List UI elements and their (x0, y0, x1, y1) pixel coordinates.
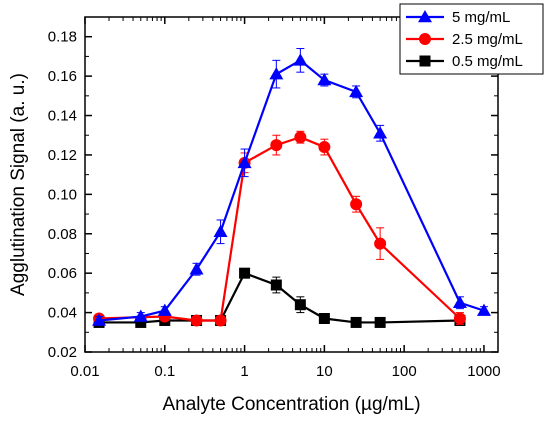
data-point (374, 237, 387, 250)
data-point (453, 312, 466, 325)
legend-label: 2.5 mg/mL (452, 31, 523, 48)
data-point (350, 316, 362, 328)
legend-marker (419, 55, 431, 67)
data-point (294, 131, 307, 144)
data-point (294, 299, 306, 311)
data-point (269, 67, 284, 80)
x-axis-title: Analyte Concentration (µg/mL) (162, 394, 420, 415)
x-tick-label: 100 (392, 363, 417, 380)
x-tick-label: 10 (316, 363, 333, 380)
y-tick-label: 0.10 (48, 186, 77, 203)
data-point (373, 126, 388, 139)
data-point (239, 267, 251, 279)
legend-label: 5 mg/mL (452, 9, 510, 26)
y-axis-title: Agglutination Signal (a. u.) (8, 73, 29, 296)
series-line (98, 59, 485, 322)
series-square (93, 267, 466, 328)
data-point (476, 303, 491, 316)
y-tick-label: 0.06 (48, 265, 77, 282)
x-axis-ticks: 0.01 0.1 1 10 100 1000 (70, 17, 501, 380)
x-tick-label: 0.01 (70, 363, 99, 380)
data-point (293, 53, 308, 66)
data-point (374, 316, 386, 328)
data-point (317, 73, 332, 86)
data-point (214, 314, 227, 327)
y-tick-label: 0.08 (48, 226, 77, 243)
data-point (189, 262, 204, 275)
data-point (237, 155, 252, 169)
x-tick-label: 0.1 (154, 363, 175, 380)
y-tick-label: 0.02 (48, 344, 77, 361)
y-tick-label: 0.14 (48, 108, 77, 125)
legend-marker (418, 10, 432, 23)
data-point (157, 303, 172, 316)
y-tick-label: 0.12 (48, 147, 77, 164)
axes: 0.01 0.1 1 10 100 1000 0.020.040.060.080.100.… (8, 16, 501, 415)
series-circle (93, 130, 466, 327)
data-point (452, 295, 467, 308)
data-point (318, 313, 330, 324)
data-point (318, 141, 331, 154)
legend: 5 mg/mL 2.5 mg/mL 0.5 mg/mL (399, 3, 544, 75)
data-point (270, 139, 283, 152)
series-group (92, 48, 491, 328)
data-point (270, 279, 282, 291)
data-point (349, 84, 364, 98)
data-point (190, 314, 203, 327)
legend-marker (419, 33, 431, 45)
data-point (92, 313, 107, 326)
plot-frame (84, 16, 499, 353)
y-tick-label: 0.18 (48, 29, 77, 46)
data-point (213, 224, 228, 238)
y-tick-label: 0.16 (48, 68, 77, 85)
data-point (350, 198, 363, 211)
data-point (135, 316, 147, 328)
y-tick-label: 0.04 (48, 305, 77, 322)
data-point (133, 309, 148, 322)
legend-label: 0.5 mg/mL (452, 53, 523, 70)
x-tick-label: 1000 (467, 363, 500, 380)
x-tick-label: 1 (240, 363, 248, 380)
series-triangle (92, 48, 491, 326)
